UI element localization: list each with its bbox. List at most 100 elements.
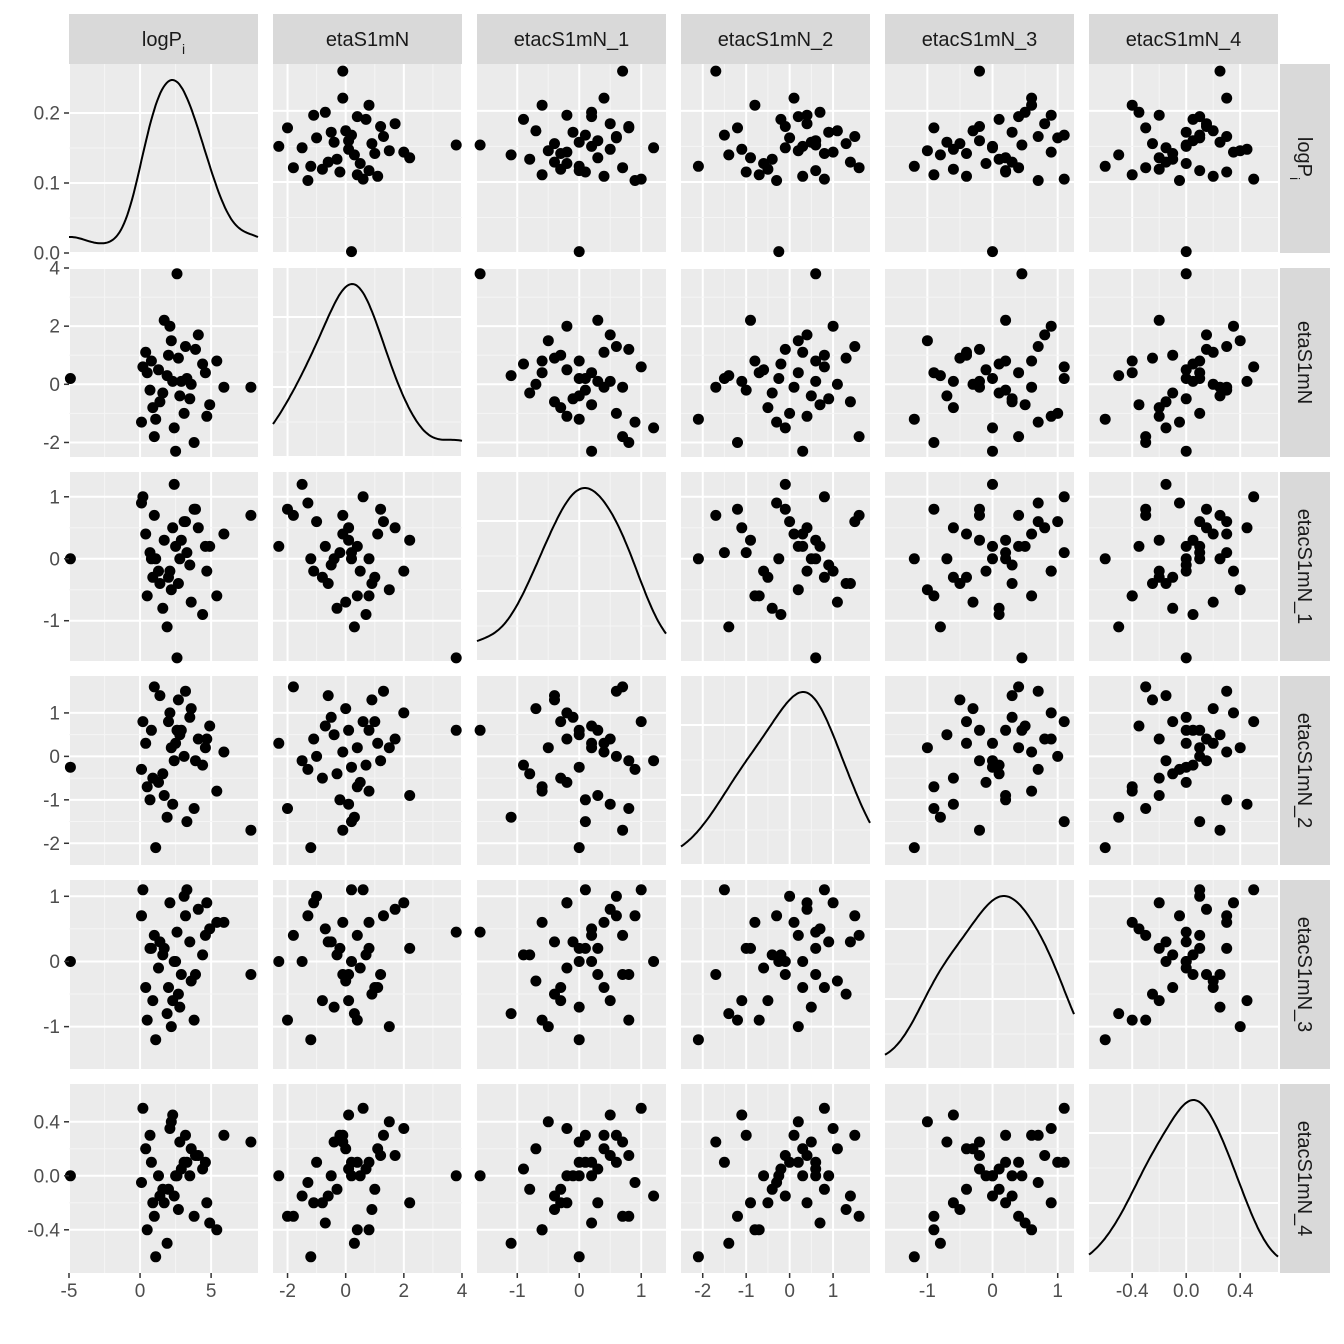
point-5-2-3	[635, 1102, 647, 1114]
point-3-1-15	[325, 711, 337, 723]
point-1-5-33	[1126, 367, 1138, 379]
point-2-0-1	[245, 509, 257, 521]
point-4-1-25	[340, 975, 352, 987]
panel-1-0	[64, 267, 258, 457]
point-5-4-29	[1013, 1210, 1025, 1222]
point-1-4-8	[1045, 320, 1057, 332]
point-3-0-8	[164, 707, 176, 719]
point-5-0-19	[172, 1204, 184, 1215]
panel-3-4	[885, 676, 1074, 865]
panel-bg	[69, 472, 258, 661]
strip-top-0: logPi	[69, 14, 258, 64]
strip-right-label: etacS1mN_1	[1293, 509, 1315, 625]
point-3-1-12	[363, 785, 375, 797]
point-3-5-14	[1160, 755, 1172, 767]
point-0-1-30	[346, 129, 357, 141]
point-4-2-30	[579, 884, 591, 896]
point-2-4-36	[1006, 578, 1018, 589]
point-4-5-24	[1174, 910, 1185, 922]
point-4-3-28	[775, 949, 787, 961]
point-0-2-15	[567, 126, 579, 138]
point-4-0-24	[136, 910, 147, 922]
point-1-5-27	[1214, 390, 1226, 402]
point-4-5-10	[1167, 949, 1179, 961]
point-2-3-16	[723, 621, 735, 633]
point-4-0-4	[150, 1034, 162, 1046]
point-4-3-11	[810, 969, 822, 980]
point-3-2-32	[598, 746, 610, 758]
point-5-1-30	[346, 1156, 357, 1168]
panel-bg	[69, 64, 258, 253]
point-4-5-17	[1201, 903, 1212, 915]
point-5-2-10	[524, 1183, 536, 1195]
point-0-1-32	[337, 92, 349, 104]
strip-right-bg	[1280, 676, 1330, 865]
panel-3-5	[1089, 676, 1278, 865]
point-4-2-31	[555, 982, 567, 993]
point-1-3-17	[801, 329, 813, 341]
point-5-1-29	[287, 1210, 299, 1222]
point-0-4-6	[947, 163, 959, 175]
strip-right-4: etacS1mN_3	[1280, 880, 1330, 1069]
point-1-4-3	[1058, 361, 1070, 373]
point-2-3-32	[788, 528, 800, 540]
point-4-2-16	[505, 1008, 517, 1020]
point-0-5-39	[1194, 165, 1206, 177]
point-0-4-15	[1006, 126, 1018, 138]
point-0-3-19	[840, 138, 852, 150]
point-1-2-5	[610, 341, 622, 352]
point-5-1-19	[366, 1204, 378, 1215]
point-2-1-5	[378, 516, 389, 528]
point-1-5-5	[1221, 341, 1233, 352]
point-3-2-0	[573, 761, 585, 773]
x-tick-label-4-1: 0	[987, 1281, 998, 1302]
point-4-0-8	[164, 897, 176, 909]
point-0-3-0	[773, 246, 785, 258]
point-3-4-30	[1058, 816, 1070, 828]
point-5-1-27	[328, 1136, 340, 1148]
point-3-0-30	[181, 816, 193, 828]
point-3-4-25	[967, 703, 979, 715]
point-1-2-3	[635, 361, 647, 373]
point-0-4-0	[987, 246, 998, 258]
point-5-3-36	[844, 1190, 856, 1202]
point-4-0-21	[153, 962, 164, 974]
point-0-5-0	[1180, 246, 1192, 258]
point-1-3-27	[805, 390, 817, 402]
point-1-4-29	[1013, 431, 1025, 443]
point-3-0-16	[161, 811, 173, 823]
point-2-1-36	[322, 578, 334, 589]
point-5-4-7	[1013, 1156, 1025, 1168]
point-3-0-5	[180, 685, 191, 697]
point-5-2-32	[598, 1129, 610, 1141]
point-3-5-15	[1180, 711, 1192, 723]
point-1-0-26	[158, 314, 170, 326]
point-3-4-24	[1032, 763, 1044, 775]
point-5-3-28	[775, 1163, 787, 1175]
point-3-0-27	[174, 729, 186, 741]
point-2-0-25	[185, 596, 197, 608]
point-0-1-10	[331, 153, 343, 165]
point-3-2-23	[542, 742, 554, 754]
point-3-5-37	[1241, 798, 1253, 810]
point-1-5-15	[1180, 393, 1192, 405]
point-1-2-28	[518, 358, 529, 370]
point-5-3-5	[849, 1129, 861, 1141]
point-3-2-26	[592, 790, 604, 801]
strip-right-2: etacS1mN_1	[1280, 472, 1330, 661]
point-4-2-20	[610, 890, 622, 902]
point-4-5-23	[1234, 1021, 1246, 1033]
point-0-1-31	[369, 148, 381, 159]
point-5-1-35	[375, 1150, 387, 1161]
panel-0-3	[681, 64, 870, 258]
point-3-1-14	[296, 755, 308, 767]
point-0-4-5	[1032, 131, 1044, 142]
point-0-5-9	[1140, 122, 1152, 134]
point-1-2-2	[474, 268, 486, 280]
point-3-0-39	[145, 724, 157, 736]
point-5-3-34	[797, 1170, 809, 1182]
point-3-4-20	[1052, 750, 1064, 762]
point-0-4-8	[1045, 146, 1057, 158]
point-5-2-5	[610, 1129, 622, 1141]
point-5-0-18	[144, 1129, 156, 1141]
